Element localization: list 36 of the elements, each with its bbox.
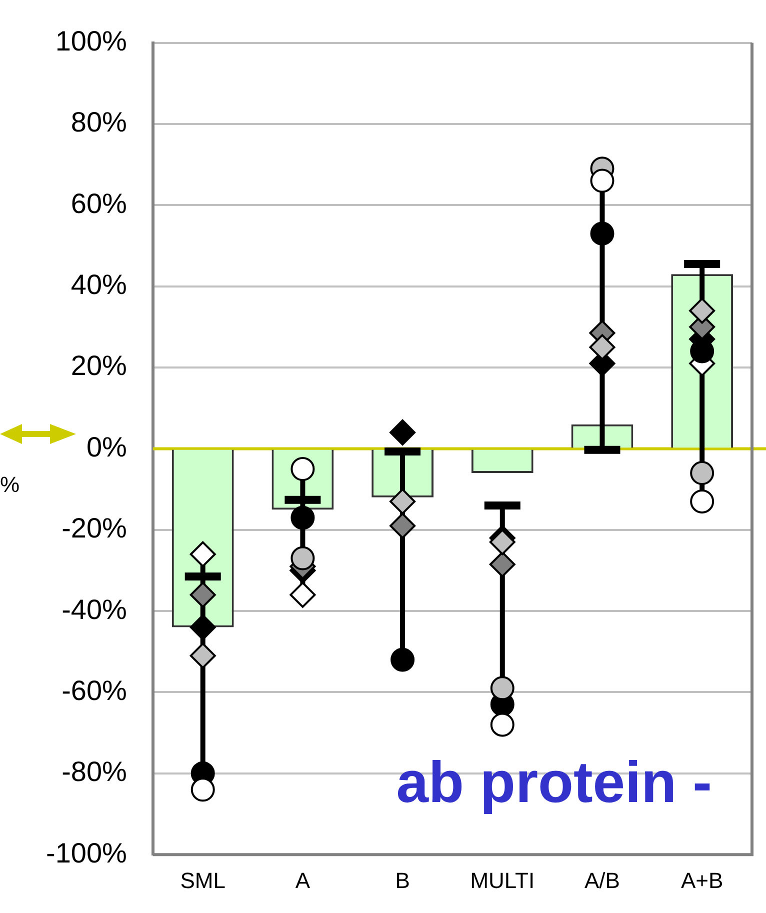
point xyxy=(690,461,714,486)
x-tick-label: A+B xyxy=(680,868,724,893)
y-tick-label: 80% xyxy=(70,106,127,138)
x-tick-label: MULTI xyxy=(470,868,535,893)
point xyxy=(490,676,514,700)
y-tick-label: 40% xyxy=(70,269,127,300)
x-tick-label: A xyxy=(295,868,310,893)
annotation: ab protein - xyxy=(396,750,712,815)
point xyxy=(290,546,315,570)
y-tick-label: 60% xyxy=(70,188,127,219)
point xyxy=(390,419,416,446)
point xyxy=(190,582,216,608)
x-tick-label: SML xyxy=(180,868,226,893)
point xyxy=(590,222,614,246)
point xyxy=(689,298,716,324)
x-tick-label: A/B xyxy=(584,868,620,893)
text: % xyxy=(0,472,20,497)
y-tick-label: -40% xyxy=(62,594,127,625)
y-tick-label: -80% xyxy=(62,756,127,788)
y-tick-label: 20% xyxy=(70,350,127,382)
point xyxy=(390,512,416,539)
point xyxy=(390,648,415,672)
point xyxy=(590,168,614,193)
y-tick-label: -20% xyxy=(62,512,127,544)
point xyxy=(190,614,216,640)
y-tick-label: 100% xyxy=(55,26,127,57)
y-tick-label: -60% xyxy=(62,674,127,706)
x-tick-label: B xyxy=(395,868,410,893)
y-tick-label: -100% xyxy=(46,837,127,868)
point xyxy=(190,541,216,568)
point xyxy=(390,488,416,514)
point xyxy=(290,506,315,530)
point xyxy=(489,551,516,578)
y-tick-label: 0% xyxy=(86,431,127,462)
point xyxy=(290,582,316,608)
point xyxy=(190,642,216,669)
